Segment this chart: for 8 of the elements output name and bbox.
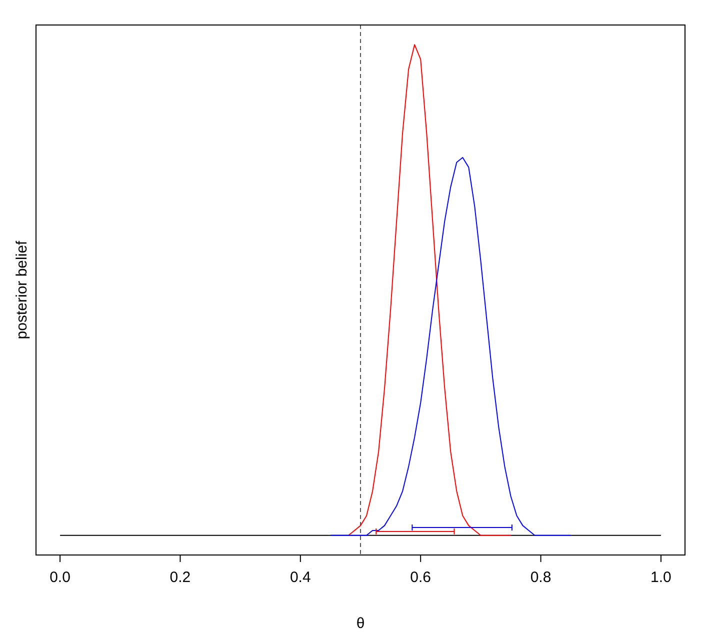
x-tick-label: 0.8 [530,569,552,586]
x-tick-label: 0.2 [170,569,191,586]
x-tick-label: 0.6 [410,569,432,586]
x-axis-title: θ [356,615,365,632]
x-tick-label: 0.4 [290,569,311,586]
x-tick-label: 1.0 [650,569,672,586]
y-axis-title: posterior belief [13,240,30,340]
x-tick-label: 0.0 [50,569,70,586]
